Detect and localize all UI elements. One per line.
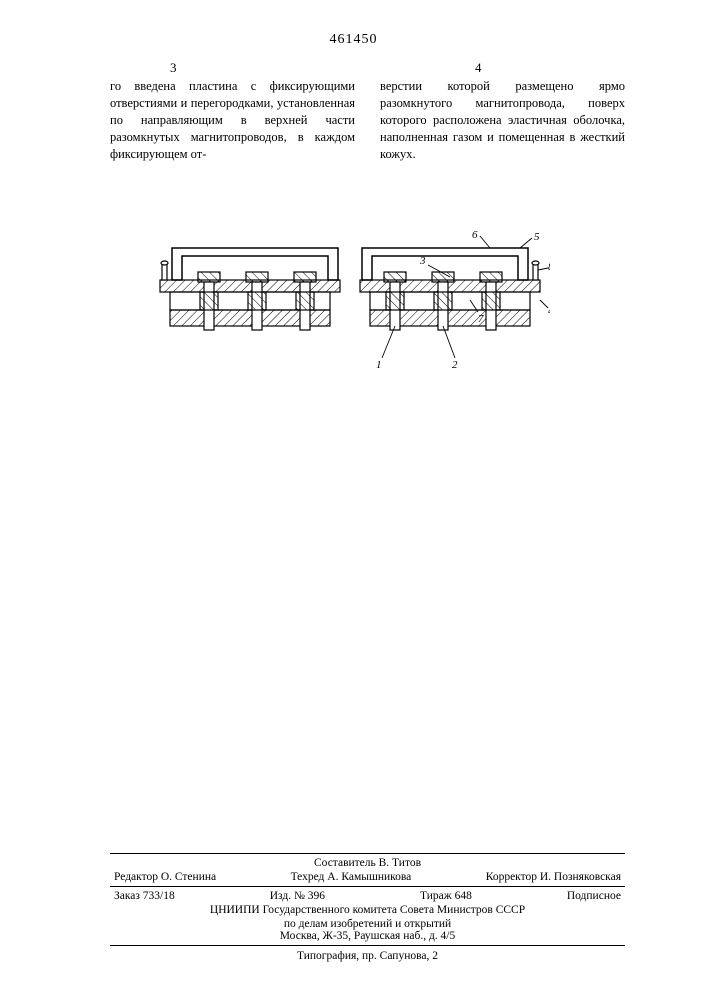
figure-label-8: 8	[548, 261, 550, 273]
footer-edition: Изд. № 396	[270, 890, 325, 902]
footer-compiler: Составитель В. Титов	[110, 857, 625, 869]
figure-label-3: 3	[419, 255, 426, 267]
figure-label-4: 4	[548, 305, 550, 317]
figure-label-7: 7	[478, 313, 484, 325]
footer-org-line2: по делам изобретений и открытий	[110, 918, 625, 930]
figure-label-5: 5	[534, 231, 540, 243]
column-number-left: 3	[170, 60, 177, 76]
body-text-left-column: го введена пластина с фиксирующими отвер…	[110, 78, 355, 162]
page: 461450 3 4 го введена пластина с фиксиру…	[0, 0, 707, 1000]
document-number: 461450	[0, 32, 707, 48]
technical-drawing: 1 2 3 4 5 6 7 8	[150, 230, 550, 380]
footer-tech-editor: Техред А. Камышникова	[291, 871, 412, 883]
footer-block: Составитель В. Титов Редактор О. Стенина…	[110, 850, 625, 962]
footer-editor: Редактор О. Стенина	[114, 871, 216, 883]
figure-label-1: 1	[376, 359, 382, 371]
column-number-right: 4	[475, 60, 482, 76]
footer-order: Заказ 733/18	[114, 890, 175, 902]
footer-org-line1: ЦНИИПИ Государственного комитета Совета …	[110, 904, 625, 916]
footer-circulation: Тираж 648	[420, 890, 472, 902]
footer-typography: Типография, пр. Сапунова, 2	[110, 950, 625, 962]
footer-address: Москва, Ж-35, Раушская наб., д. 4/5	[110, 930, 625, 942]
figure-label-6: 6	[472, 230, 478, 241]
figure-label-2: 2	[452, 359, 458, 371]
drawing-svg: 1 2 3 4 5 6 7 8	[150, 230, 550, 380]
footer-subscription: Подписное	[567, 890, 621, 902]
body-text-right-column: верстии которой размещено ярмо разомкнут…	[380, 78, 625, 162]
footer-corrector: Корректор И. Позняковская	[486, 871, 621, 883]
